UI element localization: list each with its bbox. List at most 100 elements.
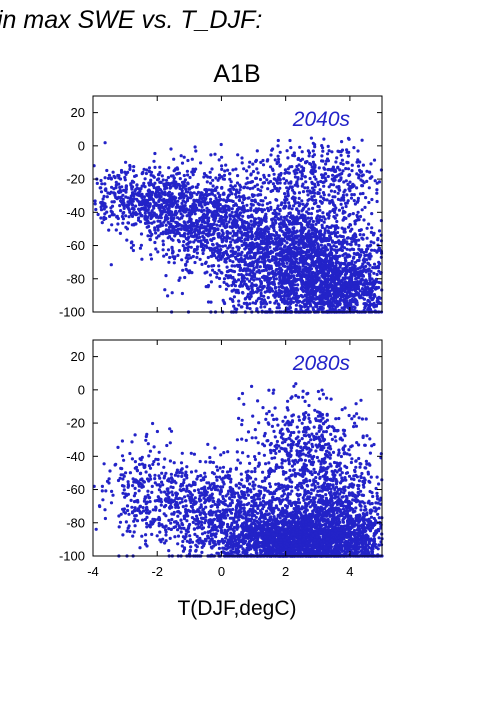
- data-point: [140, 257, 144, 261]
- data-point: [299, 277, 303, 281]
- data-point: [369, 269, 373, 273]
- data-point: [376, 236, 380, 241]
- data-point: [337, 239, 341, 243]
- data-point: [180, 180, 185, 184]
- data-point: [169, 194, 173, 199]
- data-point: [173, 213, 177, 217]
- data-point: [166, 248, 171, 252]
- data-point: [312, 153, 316, 157]
- data-point: [227, 220, 231, 224]
- data-point: [285, 186, 289, 190]
- data-point: [112, 174, 116, 178]
- data-point: [338, 270, 342, 274]
- data-point: [304, 288, 308, 293]
- data-point: [238, 207, 242, 211]
- data-point: [204, 260, 208, 264]
- data-point: [135, 183, 139, 187]
- data-point: [362, 218, 366, 222]
- data-point: [260, 250, 264, 254]
- data-point: [336, 230, 340, 235]
- data-point: [114, 228, 118, 232]
- data-point: [323, 273, 327, 277]
- data-point: [313, 145, 317, 149]
- data-point: [216, 258, 220, 262]
- data-point: [331, 285, 335, 289]
- data-point: [227, 198, 231, 203]
- data-point: [251, 234, 255, 238]
- data-point: [229, 184, 233, 188]
- data-point: [294, 279, 298, 283]
- data-point: [190, 271, 194, 275]
- data-point: [181, 199, 185, 203]
- data-point: [351, 212, 355, 216]
- data-point: [185, 169, 189, 173]
- data-point: [181, 234, 185, 238]
- data-point: [223, 251, 228, 255]
- data-point: [356, 164, 361, 168]
- data-point: [209, 197, 213, 201]
- data-point: [344, 282, 348, 287]
- data-point: [196, 182, 200, 187]
- data-point: [211, 189, 215, 193]
- data-point: [103, 182, 107, 186]
- data-point: [174, 186, 178, 190]
- data-point: [357, 274, 361, 278]
- data-point: [268, 236, 272, 240]
- data-point: [112, 213, 116, 217]
- data-point: [223, 225, 227, 230]
- data-point: [368, 263, 372, 267]
- data-point: [99, 178, 103, 183]
- data-point: [178, 193, 182, 197]
- data-point: [209, 246, 213, 251]
- data-point: [103, 202, 107, 206]
- data-point: [209, 153, 213, 157]
- data-point: [237, 198, 241, 202]
- data-point: [109, 177, 113, 181]
- data-point: [352, 300, 356, 304]
- data-point: [269, 240, 273, 245]
- data-point: [221, 298, 225, 302]
- data-point: [311, 190, 315, 194]
- data-point: [211, 243, 215, 247]
- data-point: [169, 147, 173, 151]
- data-point: [186, 197, 190, 201]
- data-point: [296, 157, 300, 161]
- data-point: [182, 173, 186, 178]
- data-point: [258, 265, 262, 269]
- data-point: [213, 187, 217, 191]
- data-point: [315, 235, 319, 239]
- data-point: [333, 227, 337, 231]
- data-point: [149, 173, 153, 177]
- data-point: [244, 182, 248, 186]
- data-point: [299, 222, 303, 226]
- data-point: [326, 292, 330, 296]
- data-point: [314, 281, 318, 285]
- data-point: [358, 214, 363, 219]
- data-point: [324, 162, 328, 166]
- data-point: [306, 262, 310, 266]
- data-point: [285, 241, 289, 245]
- data-point: [344, 201, 348, 205]
- data-point: [195, 255, 199, 259]
- data-point: [228, 244, 232, 248]
- data-point: [264, 268, 268, 272]
- data-point: [317, 276, 321, 280]
- data-point: [177, 240, 181, 244]
- data-point: [350, 183, 354, 188]
- data-point: [140, 213, 144, 218]
- data-point: [328, 256, 332, 260]
- data-point: [356, 149, 360, 153]
- data-point: [297, 204, 301, 208]
- data-point: [274, 258, 278, 262]
- data-point: [207, 233, 211, 237]
- data-point: [130, 180, 135, 184]
- data-point: [93, 202, 97, 206]
- data-point: [318, 236, 322, 240]
- data-point: [268, 245, 272, 249]
- data-point: [292, 246, 296, 250]
- data-point: [244, 282, 248, 286]
- data-point: [286, 230, 290, 234]
- data-point: [231, 199, 235, 204]
- data-point: [357, 243, 361, 248]
- data-point: [290, 252, 294, 256]
